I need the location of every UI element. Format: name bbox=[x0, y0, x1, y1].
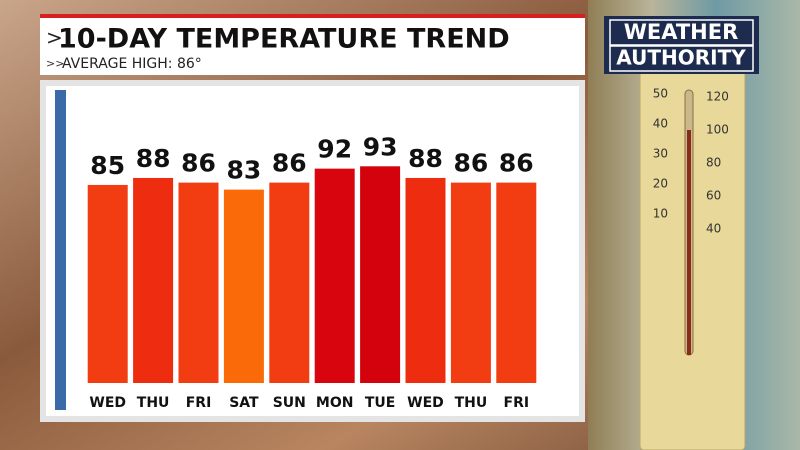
bar bbox=[405, 177, 446, 383]
logo-line: WEATHER bbox=[624, 20, 739, 44]
fahrenheit-label: 40 bbox=[706, 222, 721, 236]
value-label: 86 bbox=[272, 149, 307, 178]
bar bbox=[360, 166, 401, 383]
value-label: 88 bbox=[136, 144, 171, 173]
chart-title: 10-DAY TEMPERATURE TREND bbox=[58, 24, 510, 55]
bar bbox=[178, 182, 219, 383]
logo-line: AUTHORITY bbox=[616, 46, 746, 70]
value-label: 93 bbox=[363, 132, 398, 161]
bar bbox=[269, 182, 310, 383]
title-bar bbox=[40, 18, 585, 75]
x-tick-label: WED bbox=[89, 395, 126, 411]
x-tick-label: THU bbox=[455, 395, 488, 411]
bar bbox=[314, 168, 355, 383]
fahrenheit-label: 120 bbox=[706, 90, 729, 104]
logo-frame bbox=[609, 45, 754, 72]
bar bbox=[496, 182, 537, 383]
value-label: 86 bbox=[181, 149, 216, 178]
x-tick-label: FRI bbox=[186, 395, 212, 411]
celsius-label: 40 bbox=[653, 117, 668, 131]
thermometer-scale: 50 40 30 20 10 120 100 80 60 40 bbox=[653, 87, 729, 236]
fahrenheit-label: 100 bbox=[706, 123, 729, 137]
x-tick-label: THU bbox=[137, 395, 170, 411]
x-tick-label: SUN bbox=[273, 395, 306, 411]
plot: WED 85 THU 88 FRI 86 SAT 83 SUN 86 MON 92 TUE 93 WED 88… bbox=[87, 132, 537, 411]
celsius-label: 10 bbox=[653, 207, 668, 221]
value-label: 92 bbox=[317, 135, 352, 164]
x-tick-label: MON bbox=[316, 395, 354, 411]
value-label: 86 bbox=[454, 149, 489, 178]
thermometer-liquid bbox=[687, 130, 691, 355]
value-label: 86 bbox=[499, 149, 534, 178]
x-tick-label: WED bbox=[407, 395, 444, 411]
x-tick-label: FRI bbox=[504, 395, 530, 411]
title-chevron: > bbox=[46, 26, 63, 50]
panel-strip bbox=[55, 90, 66, 410]
chart-subtitle: AVERAGE HIGH: 86° bbox=[62, 56, 202, 72]
celsius-label: 50 bbox=[653, 87, 668, 101]
x-tick-label: SAT bbox=[229, 395, 259, 411]
x-tick-label: TUE bbox=[365, 395, 395, 411]
value-label: 83 bbox=[227, 156, 262, 185]
bar bbox=[87, 184, 128, 383]
bar bbox=[133, 177, 174, 383]
celsius-label: 20 bbox=[653, 177, 668, 191]
bar bbox=[450, 182, 491, 383]
title-accent bbox=[40, 14, 585, 18]
fahrenheit-label: 60 bbox=[706, 189, 721, 203]
fahrenheit-label: 80 bbox=[706, 156, 721, 170]
celsius-label: 30 bbox=[653, 147, 668, 161]
value-label: 88 bbox=[408, 144, 443, 173]
value-label: 85 bbox=[90, 151, 125, 180]
subtitle-chevron: >> bbox=[46, 57, 64, 70]
logo-frame bbox=[609, 19, 754, 46]
bar bbox=[223, 189, 264, 383]
